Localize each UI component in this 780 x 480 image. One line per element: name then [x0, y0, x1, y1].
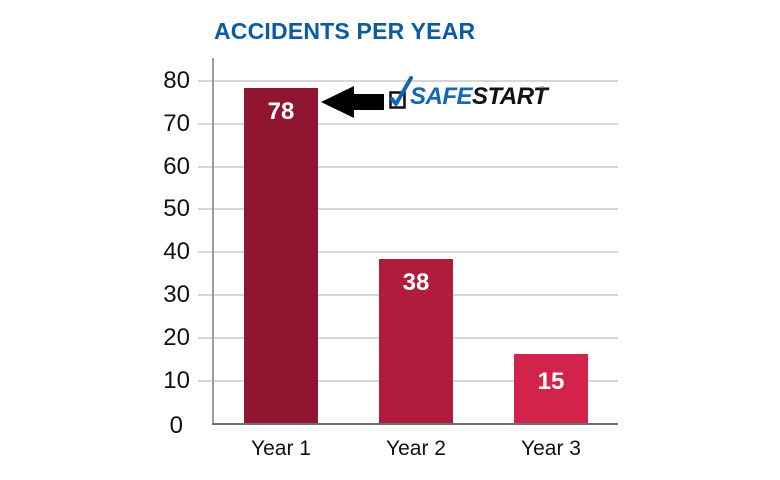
gridline-60 [198, 166, 618, 168]
logo-text: SAFESTART [410, 83, 548, 110]
y-tick-0: 0 [169, 412, 183, 439]
bar-year-3: 15 [514, 354, 588, 424]
y-tick-80: 80 [163, 67, 190, 94]
bar-value-label: 78 [267, 98, 295, 125]
safestart-logo: SAFESTART ® [389, 76, 549, 112]
y-tick-10: 10 [163, 367, 190, 394]
x-label-year-3: Year 3 [521, 437, 581, 460]
y-tick-40: 40 [163, 238, 190, 265]
y-tick-70: 70 [163, 110, 190, 137]
x-label-year-2: Year 2 [386, 437, 446, 460]
y-tick-60: 60 [163, 153, 190, 180]
x-axis-line [212, 423, 618, 425]
logo-text-start: START [472, 83, 548, 110]
gridline-40 [198, 251, 618, 253]
bar-year-2: 38 [379, 259, 453, 424]
bar-year-1: 78 [244, 88, 318, 424]
registered-mark: ® [539, 85, 545, 94]
bar-value-label: 38 [402, 269, 430, 296]
gridline-50 [198, 208, 618, 210]
bar-value-label: 15 [537, 368, 565, 395]
y-tick-30: 30 [163, 281, 190, 308]
y-tick-20: 20 [163, 324, 190, 351]
logo-text-safe: SAFE [410, 83, 473, 110]
x-label-year-1: Year 1 [251, 437, 311, 460]
gridline-70 [198, 123, 618, 125]
chart-title: ACCIDENTS PER YEAR [214, 18, 476, 44]
y-tick-50: 50 [163, 195, 190, 222]
checkbox-check-icon [389, 76, 413, 109]
arrow-left-icon [321, 86, 384, 118]
y-axis-line [212, 58, 214, 425]
